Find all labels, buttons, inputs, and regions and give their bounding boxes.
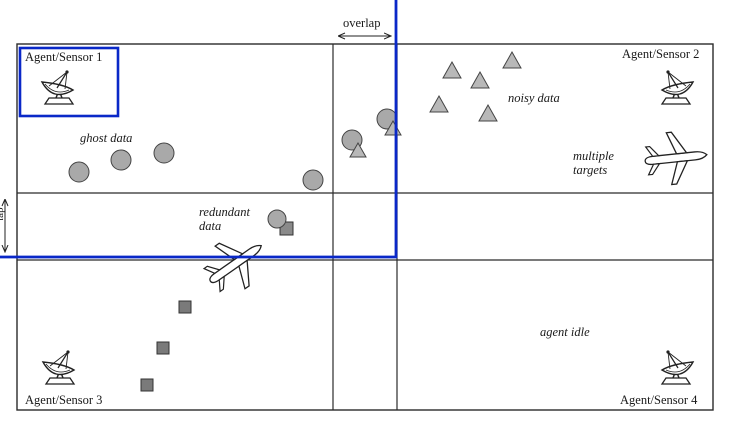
redundant-data-circle: [267, 209, 287, 229]
redundant-data-label: redundant data: [199, 205, 250, 233]
noisy-data-label: noisy data: [508, 91, 560, 105]
redundant-data-line-2: data: [199, 219, 222, 233]
ghost-data-circle: [302, 169, 324, 191]
noisy-data-triangle: [429, 94, 449, 113]
satellite-dish-icon: [42, 349, 75, 385]
track-square: [140, 378, 154, 392]
ghost-data-circle: [68, 161, 90, 183]
track-square: [156, 341, 170, 355]
agent-1-highlight-box: [18, 46, 120, 118]
agent-label-3: Agent/Sensor 3: [25, 393, 103, 407]
noisy-data-triangle: [502, 50, 522, 69]
ghost-data-label: ghost data: [80, 131, 133, 145]
agent-label-4: Agent/Sensor 4: [620, 393, 698, 407]
multiple-targets-line-2: targets: [573, 163, 608, 177]
grid-frame: [16, 43, 714, 411]
agent-label-2: Agent/Sensor 2: [622, 47, 700, 61]
redundant-data-line-1: redundant: [199, 205, 250, 219]
satellite-dish-icon: [661, 349, 694, 385]
agent-idle-label: agent idle: [540, 325, 590, 339]
multiple-targets-label: multiple targets: [573, 149, 614, 177]
ghost-data-circle: [153, 142, 175, 164]
track-square: [178, 300, 192, 314]
noisy-data-triangle: [470, 70, 490, 89]
noisy-data-triangle: [442, 60, 462, 79]
aircraft-icon: [194, 223, 277, 304]
ghost-data-circle: [110, 149, 132, 171]
noisy-data-triangle: [478, 103, 498, 122]
satellite-dish-icon: [41, 69, 74, 105]
noisy-data-triangle: [349, 141, 367, 158]
satellite-dish-icon: [661, 69, 694, 105]
aircraft-icon: [641, 128, 711, 188]
overlap-label: overlap: [343, 16, 381, 30]
agent-label-1: Agent/Sensor 1: [25, 50, 103, 64]
multiple-targets-line-1: multiple: [573, 149, 614, 163]
